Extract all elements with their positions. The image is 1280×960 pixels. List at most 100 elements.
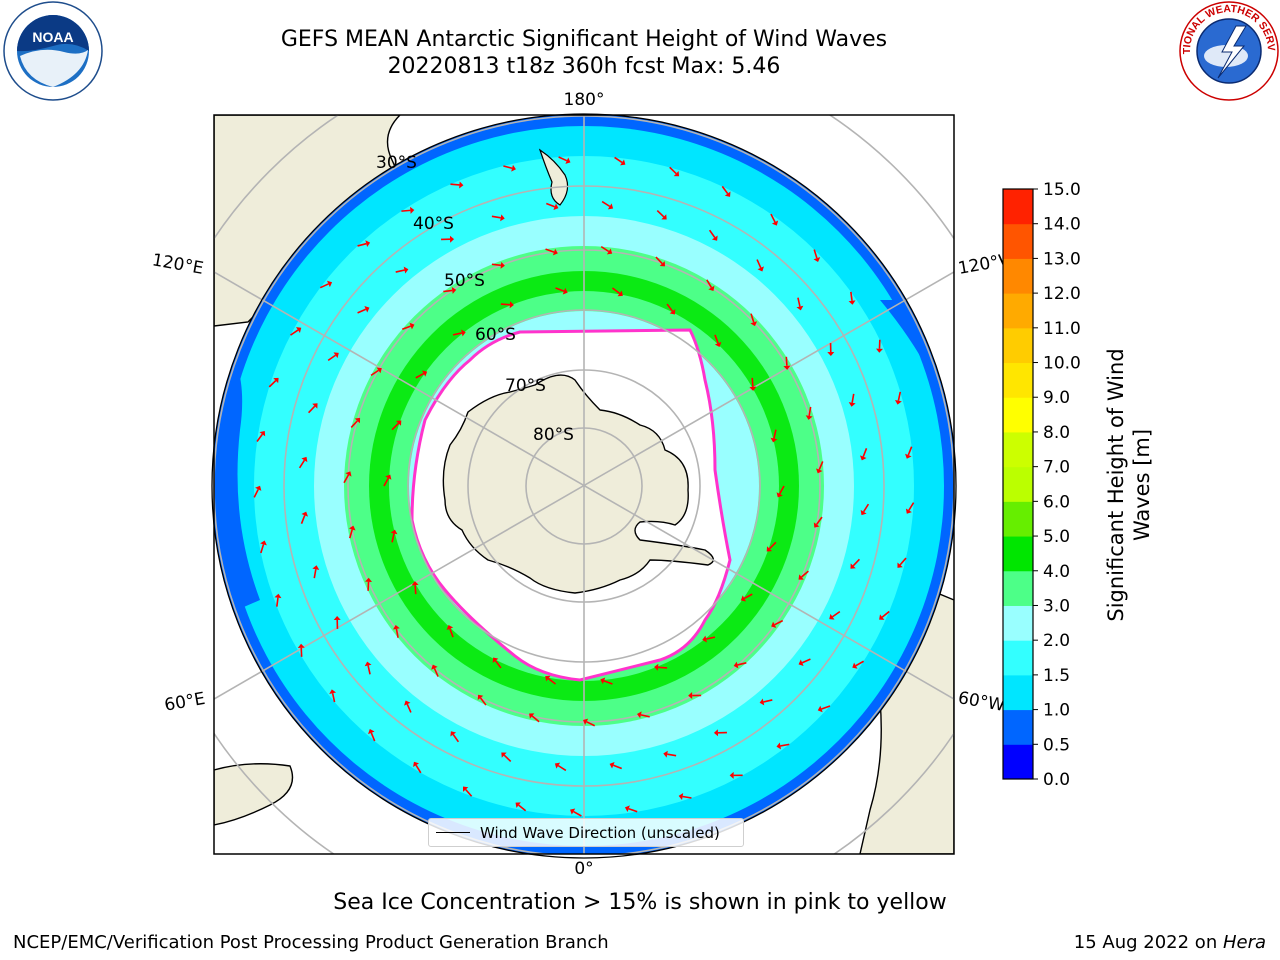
wave-arrow-head — [607, 203, 614, 210]
wave-arrow-shaft — [750, 313, 755, 323]
colorbar-tick-label: 0.5 — [1043, 735, 1070, 755]
wave-arrow-head — [451, 286, 457, 294]
colorbar-swatch — [1003, 744, 1033, 780]
wave-arrow-head — [688, 692, 693, 700]
lon-label-60w: 60°W — [956, 688, 1006, 716]
wave-arrow-shaft — [268, 380, 277, 388]
wave-arrow-head — [750, 321, 758, 327]
wave-arrow-shaft — [395, 269, 405, 273]
wave-arrow-head — [260, 540, 267, 546]
wave-arrow-shaft — [307, 405, 316, 414]
wave-arrow-shaft — [401, 325, 411, 330]
wave-arrow-shaft — [500, 303, 510, 306]
wave-arrow-head — [409, 322, 415, 330]
antarctica-land — [442, 374, 714, 594]
wave-arrow-shaft — [370, 369, 379, 377]
wave-arrow-shaft — [443, 289, 453, 293]
wave-arrow-head — [637, 711, 642, 719]
wave-arrow-head — [368, 729, 375, 735]
wave-arrow-shaft — [706, 636, 716, 640]
wave-arrow-shaft — [491, 215, 501, 219]
wave-arrow-shaft — [614, 156, 623, 164]
wave-arrow-head — [553, 203, 559, 211]
wave-arrow-head — [776, 492, 783, 498]
wave-arrow-shaft — [706, 279, 713, 288]
wave-arrow-shaft — [383, 477, 390, 487]
wave-arrow-head — [301, 511, 309, 517]
wave-arrow-head — [905, 453, 912, 459]
wave-arrow-head — [329, 689, 337, 695]
wave-arrow-head — [461, 329, 466, 337]
wave-arrow-shaft — [666, 303, 674, 312]
wave-arrow-head — [583, 718, 589, 725]
wave-arrow-shaft — [656, 209, 665, 218]
wave-arrow-head — [798, 574, 804, 580]
wave-arrow-head — [669, 309, 676, 315]
map-legend: Wind Wave Direction (unscaled) — [428, 818, 744, 847]
wave-arrow-shaft — [343, 474, 350, 484]
wave-arrow-head — [673, 171, 680, 177]
wave-arrow-head — [796, 305, 804, 311]
producer-credit: NCEP/EMC/Verification Post Processing Pr… — [13, 932, 609, 953]
wave-arrow-shaft — [491, 263, 501, 267]
colorbar-label-line1: Significant Height of Wind — [1104, 348, 1128, 621]
nws-logo: NATIONAL WEATHER SERVICE — [1178, 0, 1279, 101]
wave-arrow-head — [749, 386, 757, 391]
wave-arrow-head — [827, 351, 835, 357]
colorbar-swatch — [1003, 189, 1033, 225]
host-name: Hera — [1222, 932, 1266, 953]
wave-arrow-head — [770, 437, 778, 443]
wave-arrow-head — [740, 595, 747, 602]
wave-arrow-head — [403, 266, 409, 274]
colorbar-swatch — [1003, 362, 1033, 398]
wave-arrow-head — [609, 761, 615, 769]
wave-arrow-shaft — [613, 764, 622, 770]
wave-arrow-shaft — [851, 393, 855, 403]
run-date-credit: 15 Aug 2022 on Hera — [1074, 932, 1266, 953]
wave-arrow-shaft — [778, 485, 785, 495]
wave-arrow-head — [879, 614, 885, 620]
wave-arrow-shaft — [367, 665, 371, 675]
wave-arrow-shaft — [518, 804, 527, 812]
wave-arrow-head — [529, 713, 535, 719]
wave-arrow-head — [813, 257, 821, 262]
wave-arrow-head — [392, 624, 400, 630]
wave-arrow-shaft — [557, 764, 567, 772]
wave-arrow-shaft — [743, 593, 753, 600]
wave-arrow-head — [816, 468, 823, 474]
wave-arrow-head — [813, 522, 820, 528]
wave-arrow-head — [255, 485, 262, 491]
wave-arrow-shaft — [298, 459, 306, 469]
lon-label-60e: 60°E — [163, 689, 207, 716]
wave-arrow-shaft — [313, 569, 317, 579]
wave-arrow-shaft — [818, 461, 824, 471]
wave-arrow-shaft — [546, 202, 555, 208]
colorbar-tick-label: 5.0 — [1043, 527, 1070, 547]
wave-arrow-shaft — [300, 515, 306, 524]
lat-label-30s: 30°S — [376, 153, 417, 173]
wave-arrow-shaft — [832, 610, 841, 618]
wave-arrow-shaft — [357, 308, 367, 314]
wave-arrow-shaft — [357, 242, 367, 247]
wave-arrow-head — [365, 240, 371, 248]
colorbar-tick-label: 2.0 — [1043, 631, 1070, 651]
wave-arrow-head — [702, 635, 707, 643]
wave-arrow-shaft — [531, 715, 540, 723]
wave-arrow-shaft — [350, 420, 358, 429]
wave-arrow-shaft — [770, 213, 776, 223]
wave-arrow-head — [390, 529, 398, 535]
wave-arrow-head — [894, 399, 902, 405]
wave-arrow-head — [766, 546, 773, 552]
wave-arrow-head — [477, 694, 484, 701]
lon-label-0: 0° — [574, 859, 593, 879]
wave-arrow-shaft — [327, 354, 336, 362]
wave-arrow-head — [376, 367, 382, 374]
colorbar-swatch — [1003, 605, 1033, 641]
wave-arrow-shaft — [611, 287, 621, 295]
wave-arrow-shaft — [603, 680, 613, 685]
wave-arrow-head — [515, 802, 521, 808]
wave-arrow-shaft — [433, 667, 439, 677]
colorbar-swatch — [1003, 466, 1033, 502]
wave-arrow-shaft — [797, 297, 801, 307]
wave-arrow-head — [385, 474, 392, 480]
